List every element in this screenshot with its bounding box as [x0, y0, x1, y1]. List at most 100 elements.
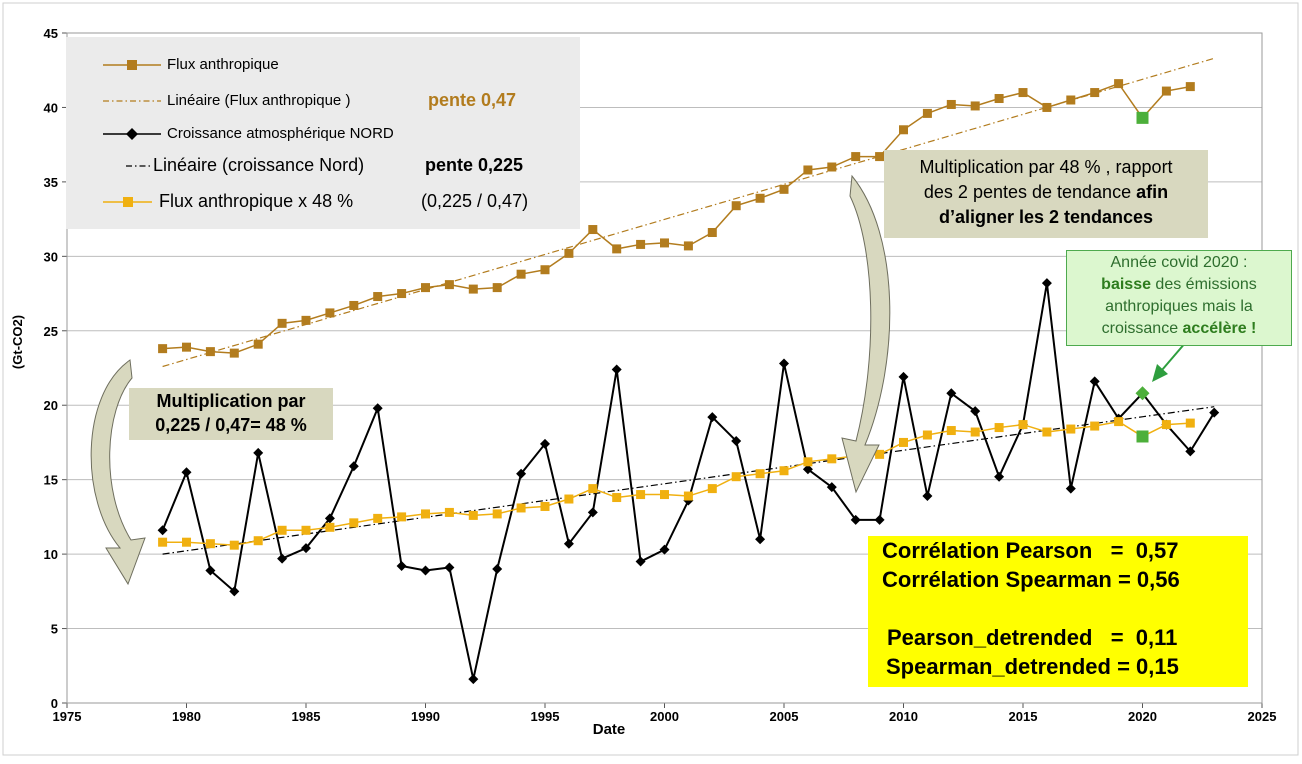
data-point	[636, 239, 646, 249]
data-point	[1090, 421, 1100, 431]
data-point	[611, 364, 622, 375]
data-point	[636, 490, 646, 500]
x-tick-label: 2015	[1009, 709, 1038, 724]
data-point	[755, 534, 766, 545]
y-tick-label: 45	[44, 26, 58, 41]
data-point	[1114, 79, 1124, 89]
data-point	[229, 586, 240, 597]
data-point	[850, 514, 861, 525]
legend: Flux anthropique Linéaire (Flux anthropi…	[66, 37, 580, 229]
legend-swatches	[103, 60, 161, 207]
data-point	[994, 471, 1005, 482]
legend-label-scaled: Flux anthropique x 48 %	[159, 191, 354, 211]
y-axis-title: (Gt-CO2)	[10, 315, 25, 369]
y-tick-label: 10	[44, 547, 58, 562]
data-point	[1066, 424, 1076, 434]
data-point	[421, 509, 430, 519]
y-tick-label: 15	[44, 473, 58, 488]
data-point	[612, 493, 622, 503]
covid-line-3: anthropiques mais la	[1105, 298, 1253, 315]
data-point	[372, 403, 383, 414]
data-point	[731, 201, 741, 211]
data-point	[731, 435, 742, 446]
data-point	[397, 512, 407, 522]
data-point	[1185, 446, 1196, 457]
data-point	[970, 101, 980, 111]
legend-swatch-flux-marker	[127, 60, 137, 70]
legend-label-nord: Croissance atmosphérique NORD	[167, 125, 394, 142]
data-point	[1114, 417, 1124, 427]
covid-line-4: croissance accélère !	[1067, 320, 1291, 338]
slope-ratio-line-3: d’aligner les 2 tendances	[938, 207, 1154, 227]
trendline-layer	[162, 57, 1215, 555]
legend-note-scaled-ratio: (0,225 / 0,47)	[421, 191, 529, 211]
plot-area-border	[66, 32, 1263, 704]
covid-line-4-text: croissance	[1101, 320, 1183, 337]
data-point	[755, 193, 765, 203]
data-point	[1018, 420, 1028, 430]
x-tick-label: 1990	[411, 709, 440, 724]
data-point	[397, 289, 407, 299]
data-point	[563, 538, 574, 549]
y-tick-label: 5	[51, 622, 58, 637]
data-point	[707, 412, 718, 423]
data-point	[396, 561, 407, 572]
covid-line-2-text: des émissions	[1150, 276, 1257, 293]
data-point	[899, 437, 908, 447]
data-point	[158, 537, 168, 547]
slope-ratio-line-2: des 2 pentes de tendance afin	[884, 182, 1208, 203]
data-point	[946, 388, 957, 399]
data-point	[564, 248, 574, 258]
data-point	[659, 544, 670, 555]
data-point	[683, 491, 693, 501]
data-point	[1161, 420, 1171, 430]
x-tick-label: 1985	[292, 709, 321, 724]
covid-line-2-bold: baisse	[1101, 276, 1151, 293]
data-point	[707, 228, 717, 238]
data-point	[946, 426, 956, 436]
data-point	[803, 457, 813, 467]
data-point	[802, 464, 813, 475]
covid-pointer-arrow-icon	[1152, 364, 1168, 382]
data-point	[1185, 82, 1195, 92]
x-tick-label: 2005	[770, 709, 799, 724]
legend-label-flux-trend: Linéaire (Flux anthropique )	[167, 92, 351, 109]
x-tick-label: 2025	[1248, 709, 1277, 724]
data-point	[755, 469, 765, 479]
data-point	[516, 468, 527, 479]
data-point	[564, 494, 574, 504]
data-point	[277, 525, 287, 535]
correlation-spearman-detrended: Spearman_detrended = 0,15	[886, 654, 1179, 679]
data-point	[205, 539, 215, 549]
data-point	[301, 315, 311, 325]
covid-line-1: Année covid 2020 :	[1110, 254, 1248, 271]
data-point	[349, 300, 359, 310]
data-point	[205, 347, 215, 357]
data-point	[922, 108, 932, 118]
data-point	[683, 241, 693, 251]
data-point	[779, 184, 789, 194]
data-point	[1018, 88, 1028, 98]
data-point	[324, 513, 335, 524]
data-point	[468, 284, 478, 294]
x-tick-label: 2020	[1128, 709, 1157, 724]
covid-line-2: baisse des émissions	[1067, 276, 1291, 294]
data-point	[1089, 376, 1100, 387]
data-point	[874, 514, 885, 525]
covid-line-4-bold: accélère !	[1182, 320, 1257, 337]
multiplication-annotation: Multiplication par 0,225 / 0,47= 48 %	[129, 388, 333, 440]
highlight-layer	[1135, 111, 1150, 443]
middle-curved-arrow-icon	[841, 174, 891, 494]
data-point	[731, 472, 741, 482]
covid-annotation: Année covid 2020 : baisse des émissions …	[1066, 250, 1292, 346]
data-point	[588, 225, 598, 235]
data-point	[540, 265, 550, 275]
y-tick-label: 35	[44, 175, 58, 190]
data-point	[635, 556, 646, 567]
legend-swatch-nord-marker	[126, 128, 138, 140]
data-point	[1185, 418, 1195, 428]
data-point	[922, 491, 933, 502]
data-point	[468, 510, 478, 520]
data-point	[1065, 483, 1076, 494]
